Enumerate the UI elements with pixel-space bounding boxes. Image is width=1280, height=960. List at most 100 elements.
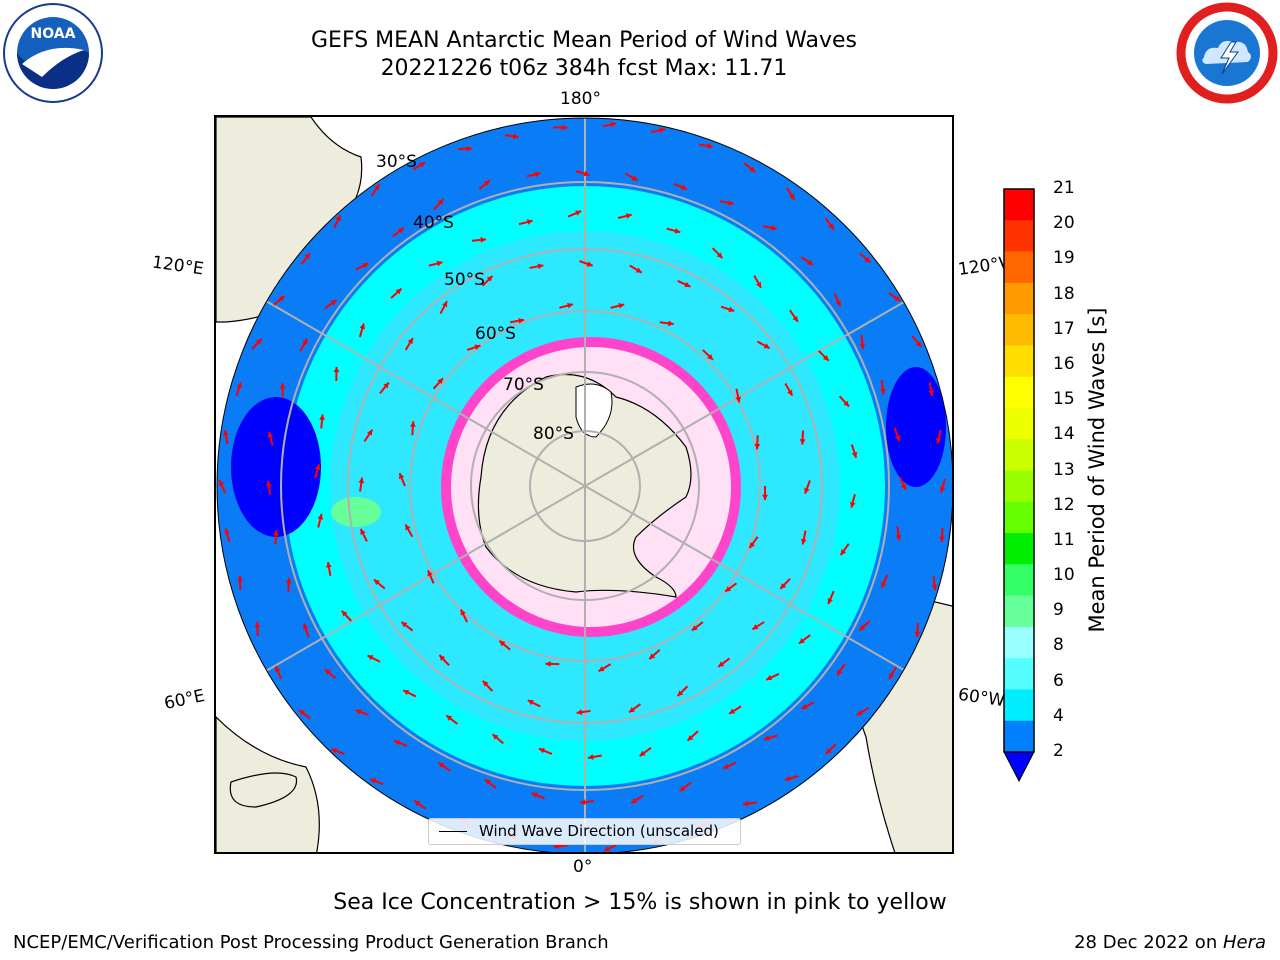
wind-arrow-head: [631, 797, 638, 804]
wind-arrow-head: [299, 710, 306, 716]
colorbar-band: [1004, 595, 1034, 628]
wind-arrow-head: [482, 680, 489, 687]
wind-arrow-head: [485, 779, 492, 785]
wind-arrow-head: [935, 437, 942, 444]
lat-label-40s: 40°S: [413, 213, 454, 233]
wind-arrow-head: [635, 267, 642, 273]
colorbar-band: [1004, 501, 1034, 534]
wind-arrow-head: [360, 528, 366, 535]
wind-arrow-head: [401, 622, 408, 628]
wind-arrow-head: [410, 421, 416, 427]
wind-arrow-head: [766, 674, 773, 681]
colorbar-tick-label: 2: [1053, 741, 1064, 761]
wind-arrow-head: [840, 549, 847, 556]
wind-arrow-head: [466, 145, 472, 152]
wind-arrow-head: [575, 210, 582, 216]
wind-arrow-head: [859, 624, 866, 631]
wind-arrow-head: [576, 709, 583, 715]
wind-arrow-head: [414, 800, 421, 807]
wind-arrow-head: [639, 750, 646, 757]
colorbar-band: [1004, 282, 1034, 315]
madagascar-landmass: [229, 772, 298, 808]
wind-arrow-head: [677, 690, 684, 697]
wind-arrow-head: [374, 184, 380, 191]
wind-arrow-head: [914, 631, 921, 637]
colorbar-tick-label: 12: [1053, 494, 1075, 515]
wind-arrow-head: [436, 260, 443, 267]
noaa-logo-icon: NOAA: [3, 3, 103, 103]
longitude-lines: [217, 118, 952, 852]
wind-arrow-head: [580, 799, 586, 805]
wind-arrow-head: [679, 785, 686, 792]
colorbar-tick-label: 17: [1053, 318, 1075, 339]
wind-arrow-head: [273, 530, 279, 536]
wind-arrow-head: [835, 300, 841, 307]
legend-label: Wind Wave Direction (unscaled): [479, 822, 719, 840]
wind-arrow-head: [359, 323, 366, 330]
lon-label-60w: 60°W: [956, 684, 1007, 712]
wind-arrow-head: [383, 382, 389, 389]
wind-arrow-head: [598, 666, 605, 672]
national-weather-service-logo-icon: [1176, 2, 1278, 104]
wind-arrow-head: [545, 661, 551, 667]
wind-arrow-head: [851, 451, 858, 458]
wind-arrow-head: [931, 584, 938, 591]
wind-arrow-head: [395, 288, 402, 295]
wind-arrow-head: [562, 124, 568, 131]
wind-arrow-head: [537, 263, 544, 270]
wind-arrow-head: [317, 513, 324, 520]
wind-arrow-head: [881, 581, 887, 588]
wind-arrow-head: [939, 536, 945, 543]
wind-arrow-head: [707, 354, 713, 360]
wind-arrow-head: [749, 166, 756, 172]
wind-arrow-head: [367, 429, 373, 436]
lat-label-30s: 30°S: [376, 152, 417, 172]
colorbar-tick-label: 8: [1053, 635, 1064, 656]
map-legend: Wind Wave Direction (unscaled): [428, 818, 741, 845]
wind-arrow-head: [879, 388, 886, 395]
colorbar-band: [1004, 470, 1034, 503]
wind-arrow-head: [843, 400, 849, 407]
wind-arrow-head: [804, 487, 810, 494]
footer-host: Hera: [1222, 932, 1266, 953]
wind-arrow-head: [302, 623, 309, 630]
wind-arrow-head: [894, 435, 901, 442]
wind-arrow-head: [586, 261, 593, 267]
wind-arrow-head: [437, 378, 444, 385]
wind-arrow-head: [755, 281, 762, 288]
wind-arrow-head: [223, 430, 229, 436]
wind-arrow-head: [278, 295, 285, 302]
wind-arrow-head: [718, 661, 725, 667]
wind-arrow-head: [254, 621, 261, 628]
wind-arrow-head: [314, 464, 321, 471]
colorbar-band: [1004, 689, 1034, 722]
wind-arrow-head: [255, 338, 262, 345]
wind-arrow-head: [355, 709, 362, 715]
wind-arrow-head: [787, 389, 793, 396]
wind-wave-direction-arrows: [218, 121, 946, 852]
wind-arrow-head: [587, 754, 594, 760]
wind-arrow-head: [723, 763, 730, 769]
wind-arrow-head: [275, 666, 281, 673]
wind-arrow-head: [728, 200, 734, 206]
wind-arrow-head: [784, 775, 791, 782]
wind-arrow-head: [534, 171, 541, 178]
wind-arrow-head: [373, 579, 380, 586]
wind-arrow-head: [631, 175, 638, 181]
colorbar-band: [1004, 533, 1034, 565]
wind-arrow-head: [822, 355, 829, 361]
wind-arrow-head: [668, 320, 674, 327]
colorbar-tick-label: 20: [1053, 213, 1075, 234]
wind-arrow-head: [680, 184, 687, 190]
wind-arrow-head: [749, 542, 755, 549]
wind-arrow-head: [304, 253, 310, 260]
wind-arrow-head: [800, 538, 807, 545]
chart-subtitle: 20221226 t06z 384h fcst Max: 11.71: [380, 56, 788, 81]
wind-arrow-head: [895, 534, 902, 541]
wind-arrow-head: [567, 302, 573, 309]
colorbar-tick-label: 21: [1053, 178, 1075, 198]
wind-arrow-head: [492, 734, 499, 740]
wind-arrow-head: [484, 180, 490, 186]
colorbar-band: [1004, 376, 1034, 409]
lon-label-0: 0°: [573, 857, 593, 877]
